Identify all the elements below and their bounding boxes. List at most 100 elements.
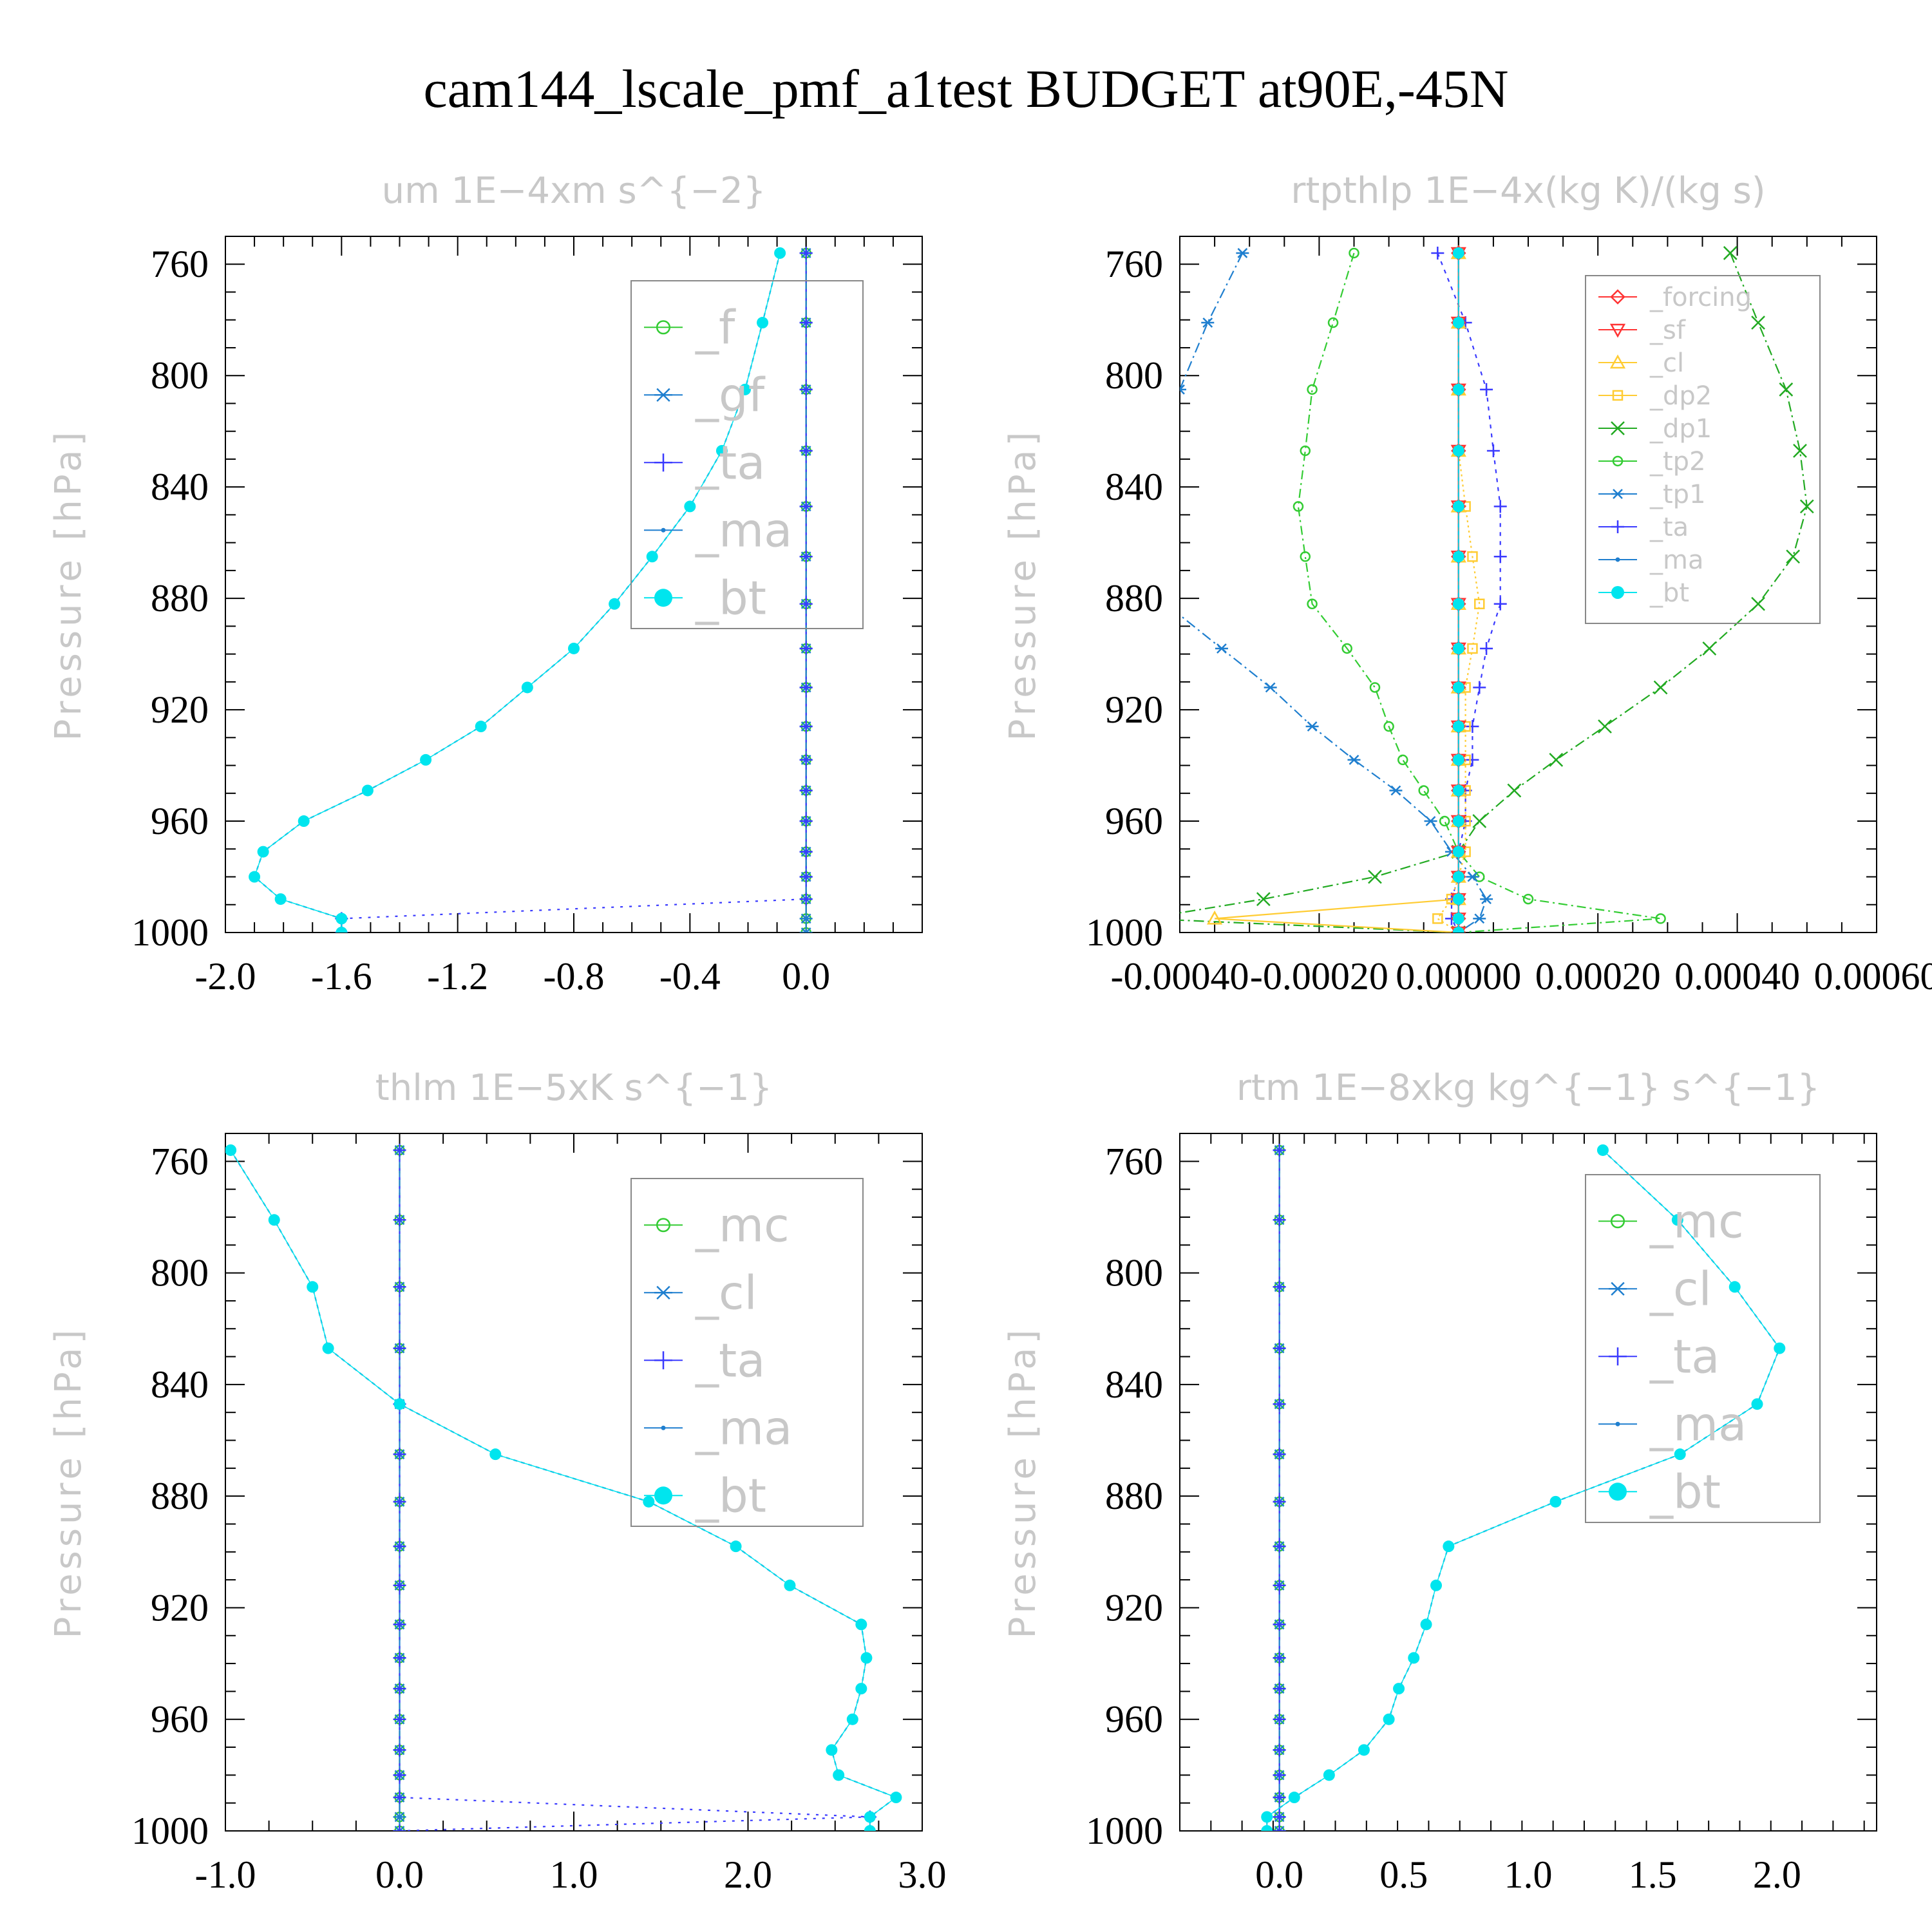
series-group bbox=[225, 1143, 902, 1831]
legend-label: _dp1 bbox=[1649, 414, 1712, 444]
legend-marker bbox=[1612, 390, 1624, 401]
data-point bbox=[1473, 913, 1486, 924]
legend-marker bbox=[654, 1285, 672, 1300]
data-point bbox=[1493, 550, 1507, 564]
data-point bbox=[568, 642, 580, 654]
y-tick-label: 760 bbox=[1105, 1140, 1163, 1182]
data-point bbox=[322, 1342, 334, 1354]
data-point bbox=[1264, 682, 1277, 693]
data-point bbox=[1327, 317, 1339, 328]
data-point bbox=[1383, 1713, 1395, 1725]
legend-label: _bt bbox=[1649, 1464, 1721, 1519]
data-point bbox=[1452, 913, 1464, 925]
y-tick-label: 920 bbox=[151, 1586, 209, 1629]
data-point bbox=[1452, 721, 1464, 733]
data-point bbox=[1261, 1811, 1273, 1823]
data-point bbox=[393, 1812, 406, 1823]
x-tick-label: -0.00040 bbox=[1111, 955, 1249, 998]
data-point bbox=[393, 1768, 406, 1782]
data-point bbox=[799, 815, 813, 828]
legend: _f _gf _ta _ma _bt bbox=[630, 280, 864, 629]
data-point bbox=[1393, 1683, 1405, 1695]
series-line-bt bbox=[1266, 1150, 1781, 1831]
legend-label: _tp1 bbox=[1649, 480, 1706, 509]
data-point bbox=[1273, 1791, 1286, 1804]
data-point bbox=[1273, 1397, 1286, 1411]
y-tick-label: 1000 bbox=[131, 911, 209, 954]
data-point bbox=[1480, 641, 1493, 655]
legend-label: _ma bbox=[1649, 545, 1703, 575]
data-point bbox=[393, 1618, 406, 1631]
data-point bbox=[1273, 1280, 1286, 1294]
x-tick-label: 0.5 bbox=[1379, 1853, 1428, 1896]
data-point bbox=[1273, 1341, 1286, 1355]
data-point bbox=[1201, 317, 1215, 328]
legend-label: _ta bbox=[695, 1333, 765, 1387]
legend-marker bbox=[1615, 1421, 1620, 1426]
legend-label: _dp2 bbox=[1649, 381, 1712, 411]
data-point bbox=[784, 1579, 796, 1591]
data-point bbox=[799, 784, 813, 797]
data-point bbox=[1480, 894, 1493, 904]
legend-label: _ma bbox=[695, 503, 792, 557]
data-point bbox=[799, 383, 813, 396]
data-point bbox=[1549, 753, 1564, 767]
data-point bbox=[1424, 816, 1437, 826]
data-point bbox=[1369, 682, 1381, 693]
series-group bbox=[249, 246, 813, 933]
data-point bbox=[1467, 551, 1478, 562]
x-tick-label: -1.2 bbox=[427, 955, 488, 998]
y-tick-label: 760 bbox=[151, 243, 209, 285]
series-line-tp1 bbox=[1180, 252, 1488, 933]
x-tick-label: -0.4 bbox=[659, 955, 721, 998]
x-tick-label: 1.0 bbox=[1504, 1853, 1553, 1896]
panel-title: rtm 1E−8xkg kg^{−1} s^{−1} bbox=[1236, 1067, 1820, 1109]
x-tick-label: 0.0 bbox=[782, 955, 830, 998]
data-point bbox=[1389, 785, 1403, 796]
data-point bbox=[1443, 1540, 1455, 1553]
panel-title: rtpthlp 1E−4x(kg K)/(kg s) bbox=[1291, 170, 1765, 212]
data-point bbox=[1466, 753, 1479, 766]
data-point bbox=[420, 753, 432, 766]
data-point bbox=[1751, 1398, 1763, 1410]
data-point bbox=[1452, 815, 1464, 828]
y-tick-label: 760 bbox=[1105, 243, 1163, 285]
data-point bbox=[609, 598, 621, 610]
data-point bbox=[799, 316, 813, 330]
data-point bbox=[1467, 643, 1478, 654]
data-point bbox=[1598, 719, 1612, 734]
data-point bbox=[393, 1341, 406, 1355]
legend-label: _sf bbox=[1649, 316, 1686, 345]
legend-label: _forcing bbox=[1649, 283, 1752, 312]
data-point bbox=[799, 753, 813, 766]
data-point bbox=[1273, 1810, 1286, 1824]
data-point bbox=[393, 1743, 406, 1757]
data-point bbox=[336, 913, 348, 925]
data-point bbox=[1452, 753, 1464, 766]
data-point bbox=[1452, 444, 1464, 457]
data-point bbox=[1493, 597, 1507, 611]
data-point bbox=[393, 1495, 406, 1508]
legend: _mc _cl _ta _ma _bt bbox=[630, 1178, 864, 1527]
x-tick-label: 3.0 bbox=[898, 1853, 947, 1896]
data-point bbox=[684, 500, 696, 513]
data-point bbox=[393, 1824, 406, 1831]
data-point bbox=[1799, 499, 1814, 514]
data-point bbox=[393, 1826, 406, 1831]
y-tick-label: 840 bbox=[1105, 1363, 1163, 1406]
data-point bbox=[1472, 814, 1487, 828]
legend-label: _cl bbox=[1649, 348, 1684, 378]
data-point bbox=[646, 551, 658, 563]
x-tick-label: -1.6 bbox=[311, 955, 372, 998]
figure-title: cam144_lscale_pmf_a1test BUDGET at90E,-4… bbox=[423, 59, 1509, 119]
y-tick-label: 960 bbox=[1105, 800, 1163, 842]
data-point bbox=[890, 1792, 902, 1804]
data-point bbox=[307, 1281, 319, 1293]
data-point bbox=[1779, 382, 1794, 397]
legend-label: _bt bbox=[695, 571, 766, 625]
legend-label: _cl bbox=[695, 1265, 757, 1320]
data-point bbox=[1358, 1744, 1370, 1756]
y-tick-label: 880 bbox=[151, 1475, 209, 1517]
legend-label: _f bbox=[695, 300, 736, 354]
data-point bbox=[1452, 383, 1464, 395]
